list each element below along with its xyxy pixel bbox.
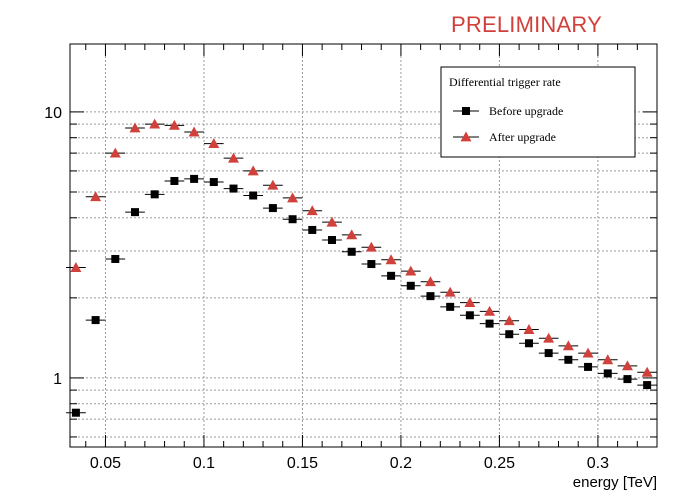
data-point	[190, 174, 199, 183]
data-point	[247, 165, 259, 176]
data-point	[621, 360, 633, 371]
series-before-upgrade	[66, 174, 657, 417]
y-tick-label: 1	[53, 371, 62, 388]
data-point	[603, 369, 612, 378]
legend: Differential trigger rate Before upgrade…	[440, 66, 636, 158]
legend-marker	[462, 107, 470, 115]
data-point	[543, 332, 555, 343]
data-point	[641, 366, 653, 377]
data-point	[643, 381, 652, 390]
x-tick-label: 0.15	[287, 455, 318, 472]
data-point	[71, 408, 80, 417]
data-point	[584, 362, 593, 371]
data-point	[623, 375, 632, 384]
data-point	[249, 191, 258, 200]
data-point	[464, 297, 476, 307]
data-point	[446, 302, 455, 311]
data-point	[229, 184, 238, 193]
data-point	[367, 260, 376, 269]
data-point	[150, 190, 159, 199]
x-tick-label: 0.05	[90, 455, 121, 472]
legend-items: Before upgrade After upgrade	[453, 104, 563, 144]
data-point	[465, 311, 474, 320]
data-point	[524, 339, 533, 348]
data-point	[347, 247, 356, 256]
data-point	[129, 122, 141, 133]
data-point	[602, 354, 614, 365]
data-point	[406, 281, 415, 290]
grid	[70, 44, 657, 447]
data-point	[582, 347, 594, 358]
data-point	[505, 330, 514, 339]
series-after-upgrade	[66, 118, 657, 377]
data-point	[267, 179, 279, 190]
x-tick-label: 0.1	[193, 455, 215, 472]
data-point	[308, 225, 317, 234]
data-point	[111, 254, 120, 263]
data-point	[131, 208, 140, 217]
data-point	[484, 305, 496, 316]
data-point	[523, 324, 535, 334]
data-point	[288, 215, 297, 224]
data-point	[149, 118, 161, 129]
y-tick-label: 10	[44, 105, 62, 122]
data-point	[426, 292, 435, 301]
data-point	[564, 355, 573, 364]
data-point	[444, 286, 456, 297]
data-point	[227, 152, 239, 163]
data-point	[70, 262, 82, 272]
data-point	[306, 205, 318, 216]
data-point	[90, 191, 102, 202]
x-tick-label: 0.25	[484, 455, 515, 472]
data-point	[385, 254, 397, 265]
x-tick-label: 0.2	[390, 455, 412, 472]
data-point	[109, 147, 121, 158]
x-tick-label: 0.3	[587, 455, 609, 472]
data-point	[188, 126, 200, 137]
data-point	[208, 138, 220, 149]
data-point	[91, 316, 100, 325]
data-point	[287, 192, 299, 203]
legend-box	[440, 66, 636, 158]
legend-marker	[460, 131, 472, 142]
axis-ticks: 0.05 0.1 0.15 0.2 0.25 0.3 1 10	[44, 44, 658, 472]
data-point	[562, 340, 574, 351]
data-point	[168, 119, 180, 130]
data-point	[209, 178, 218, 187]
data-point	[544, 349, 553, 358]
legend-label: After upgrade	[489, 130, 556, 144]
data-point	[327, 235, 336, 244]
data-point	[485, 319, 494, 328]
data-point	[424, 276, 436, 287]
data-point	[387, 271, 396, 280]
x-axis-label: energy [TeV]	[573, 474, 657, 491]
data-point	[405, 265, 417, 276]
preliminary-label: PRELIMINARY	[451, 12, 602, 37]
plot-frame	[69, 43, 658, 448]
series-layer	[66, 118, 657, 417]
data-point	[326, 216, 338, 227]
data-point	[365, 241, 377, 252]
legend-title: Differential trigger rate	[449, 75, 561, 89]
data-point	[346, 229, 358, 240]
data-point	[503, 315, 515, 326]
legend-label: Before upgrade	[489, 104, 563, 118]
data-point	[170, 176, 179, 185]
data-point	[268, 204, 277, 213]
